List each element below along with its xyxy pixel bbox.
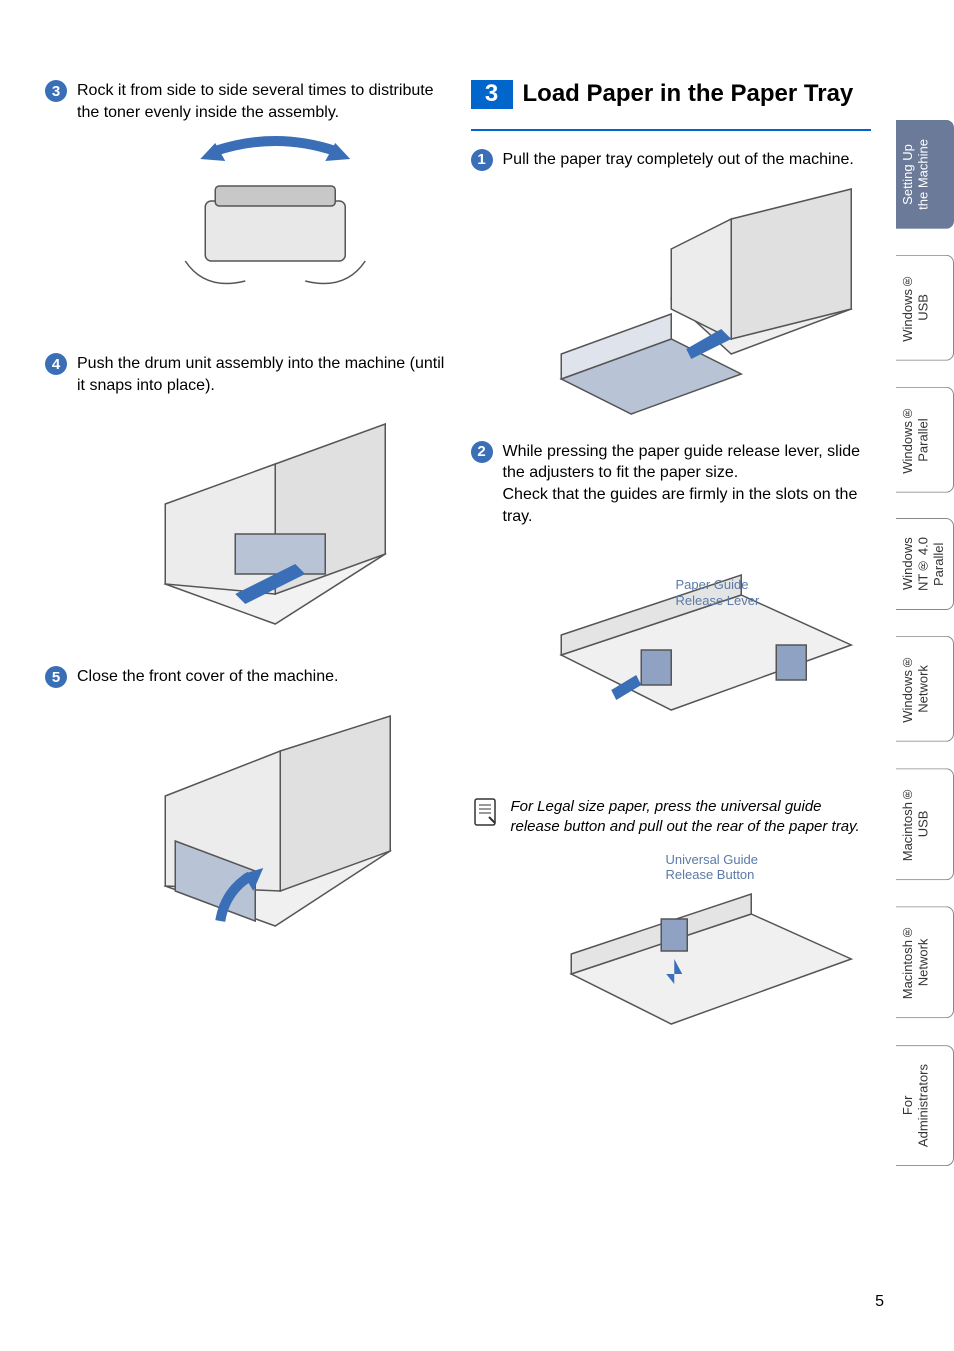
tab-setting-up[interactable]: Setting Up the Machine [896,120,954,229]
step-number-3: 3 [45,80,67,102]
page-number: 5 [875,1293,884,1311]
illustration-rock-toner [75,131,476,331]
step-r1-text: Pull the paper tray completely out of th… [503,149,854,171]
illustration-push-drum [75,404,476,644]
content-area: 3 Rock it from side to side several time… [0,0,896,1351]
illustration-close-cover [75,696,476,936]
step-4: 4 Push the drum unit assembly into the m… [45,353,446,396]
step-r1: 1 Pull the paper tray completely out of … [471,149,872,171]
note-icon [471,797,501,827]
callout-universal-guide: Universal Guide Release Button [666,852,759,883]
section-header: 3 Load Paper in the Paper Tray [471,80,872,109]
step-3-text: Rock it from side to side several times … [77,80,446,123]
illustration-paper-guide: Paper Guide Release Lever [501,535,902,775]
note-text: For Legal size paper, press the universa… [511,797,872,838]
right-column: 3 Load Paper in the Paper Tray 1 Pull th… [461,80,887,1331]
illustration-pull-tray [501,179,902,419]
step-r2: 2 While pressing the paper guide release… [471,441,872,527]
step-number-r2: 2 [471,441,493,463]
illustration-universal-guide: Universal Guide Release Button [501,844,902,1034]
tab-windows-usb[interactable]: Windows® USB [896,255,954,361]
step-number-4: 4 [45,353,67,375]
step-4-text: Push the drum unit assembly into the mac… [77,353,446,396]
document-page: 3 Rock it from side to side several time… [0,0,954,1351]
note-legal-paper: For Legal size paper, press the universa… [471,797,872,838]
step-number-5: 5 [45,666,67,688]
tab-windows-parallel[interactable]: Windows® Parallel [896,387,954,493]
tab-mac-usb[interactable]: Macintosh® USB [896,768,954,880]
tab-administrators[interactable]: For Administrators [896,1045,954,1166]
step-5-text: Close the front cover of the machine. [77,666,338,688]
section-divider [471,129,872,131]
tab-windows-network[interactable]: Windows® Network [896,636,954,742]
side-tabs: Setting Up the Machine Windows® USB Wind… [896,0,954,1351]
section-number: 3 [471,80,513,109]
section-title: Load Paper in the Paper Tray [513,80,872,109]
step-number-r1: 1 [471,149,493,171]
step-3: 3 Rock it from side to side several time… [45,80,446,123]
step-r2-text: While pressing the paper guide release l… [503,441,872,527]
step-5: 5 Close the front cover of the machine. [45,666,446,688]
tab-windows-nt[interactable]: Windows NT® 4.0 Parallel [896,518,954,610]
callout-paper-guide: Paper Guide Release Lever [676,577,760,608]
tab-mac-network[interactable]: Macintosh® Network [896,906,954,1018]
left-column: 3 Rock it from side to side several time… [45,80,461,1331]
